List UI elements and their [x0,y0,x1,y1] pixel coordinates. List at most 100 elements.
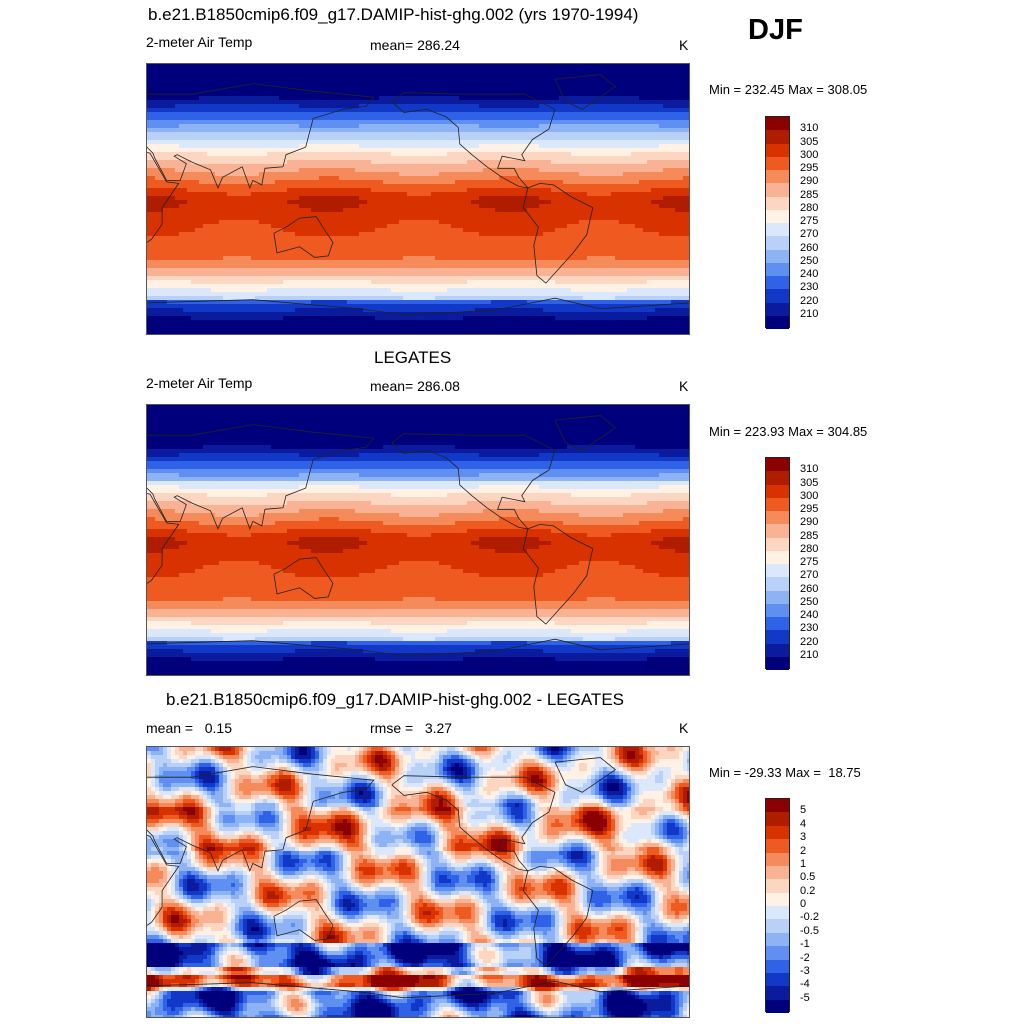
panel3-colorbar-tick-label: 1 [800,858,806,870]
panel2-colorbar-tick-label: 220 [800,636,818,648]
panel3-colorbar-swatch [766,999,789,1013]
panel3-colorbar-swatch [766,932,789,947]
panel1-mean-label: mean= 286.24 [370,37,460,53]
panel1-colorbar-swatch [766,223,789,237]
panel3-colorbar-swatch [766,972,789,987]
panel1-colorbar-tick-label: 220 [800,295,818,307]
panel3-colorbar-tick-label: 0.2 [800,885,815,897]
panel2-colorbar-tick-label: 270 [800,570,818,581]
panel3-colorbar-swatch [766,986,789,1000]
panel3-colorbar-swatch [766,946,789,960]
panel3-colorbar-swatch [766,799,789,813]
panel1-colorbar-tick-label: 290 [800,176,818,187]
panel1-colorbar-swatch [766,236,789,250]
panel2-colorbar-tick-label: 305 [800,477,818,489]
panel1-colorbar-tick-label: 230 [800,282,818,293]
panel2-colorbar-swatch [766,471,789,485]
panel1-variable-label: 2-meter Air Temp [146,34,252,50]
panel2-colorbar-tick-label: 250 [800,596,818,608]
panel2-colorbar-swatch [766,643,789,657]
panel1-colorbar-swatch [766,262,789,276]
panel1-colorbar-swatch [766,196,789,210]
season-label: DJF [748,14,803,47]
panel3-colorbar-tick-label: 0.5 [800,872,815,883]
panel2-colorbar-swatch [766,524,789,538]
panel3-colorbar-tick-label: -1 [800,939,810,950]
panel2-colorbar-swatch [766,630,789,644]
panel1-colorbar-tick-label: 305 [800,136,818,148]
panel2-colorbar-tick-label: 240 [800,610,818,621]
panel2-units-label: K [679,378,688,394]
panel1-colorbar-swatch [766,156,789,170]
panel3-colorbar-swatch [766,812,789,826]
panel3-colorbar-tick-label: 0 [800,899,806,910]
panel2-colorbar-swatch [766,537,789,551]
panel2-colorbar-swatch [766,550,789,564]
panel3-colorbar-swatch [766,839,789,853]
panel1-colorbar-swatch [766,183,789,197]
panel3-colorbar-swatch [766,959,789,973]
panel3-units-label: K [679,720,688,736]
panel2-colorbar-tick-label: 310 [800,464,818,475]
panel1-colorbar-tick-label: 300 [800,149,818,161]
panel3-colorbar-tick-label: 3 [800,832,806,843]
panel2-colorbar-swatch [766,458,789,472]
panel1-colorbar-swatch [766,249,789,263]
panel3-colorbar-tick-label: 2 [800,845,806,857]
panel3-colorbar-tick-label: -4 [800,979,810,990]
panel2-map [146,404,690,676]
panel3-minmax: Min = -29.33 Max = 18.75 [709,765,861,780]
panel1-colorbar-tick-label: 295 [800,163,818,174]
panel3-map [146,746,690,1018]
panel1-colorbar-tick-label: 210 [800,308,818,320]
panel1-colorbar-tick-label: 280 [800,202,818,214]
panel2-variable-label: 2-meter Air Temp [146,375,252,391]
panel2-colorbar-tick-label: 300 [800,490,818,502]
panel2-colorbar-tick-label: 280 [800,543,818,555]
panel3-colorbar [765,798,790,1013]
panel2-colorbar-tick-label: 285 [800,530,818,542]
panel1-units-label: K [679,37,688,53]
panel2-mean-label: mean= 286.08 [370,378,460,394]
panel2-minmax: Min = 223.93 Max = 304.85 [709,424,867,439]
panel3-rmse-label: rmse = 3.27 [370,720,452,736]
panel1-colorbar-swatch [766,143,789,157]
panel3-colorbar-tick-label: -3 [800,965,810,977]
panel3-colorbar-swatch [766,865,789,880]
panel2-colorbar-swatch [766,577,789,591]
panel3-colorbar-tick-label: -2 [800,952,810,964]
panel2-colorbar-swatch [766,590,789,604]
panel3-colorbar-tick-label: -5 [800,992,810,1004]
panel3-colorbar-tick-label: -0.2 [800,912,819,923]
panel1-colorbar-swatch [766,315,789,329]
panel1-colorbar-tick-label: 250 [800,255,818,267]
panel2-colorbar-tick-label: 260 [800,583,818,595]
panel1-colorbar [765,116,790,329]
panel1-colorbar-tick-label: 270 [800,229,818,240]
panel2-colorbar [765,457,790,670]
panel1-colorbar-tick-label: 260 [800,242,818,254]
panel2-colorbar-swatch [766,656,789,670]
panel1-colorbar-swatch [766,117,789,131]
panel3-mean-label: mean = 0.15 [146,720,232,736]
panel1-colorbar-tick-label: 285 [800,189,818,201]
panel3-colorbar-swatch [766,919,789,933]
panel2-colorbar-tick-label: 275 [800,557,818,568]
panel3-colorbar-tick-label: -0.5 [800,925,819,937]
panel2-title: LEGATES [374,348,451,368]
panel2-colorbar-swatch [766,511,789,525]
panel1-minmax: Min = 232.45 Max = 308.05 [709,82,867,97]
panel1-colorbar-swatch [766,209,789,223]
panel2-colorbar-tick-label: 210 [800,649,818,661]
panel1-map [146,63,690,335]
panel1-colorbar-tick-label: 240 [800,269,818,280]
panel1-colorbar-swatch [766,170,789,184]
panel2-colorbar-tick-label: 230 [800,623,818,634]
panel1-colorbar-tick-label: 310 [800,123,818,134]
panel3-colorbar-swatch [766,825,789,840]
panel3-colorbar-swatch [766,892,789,906]
panel3-colorbar-swatch [766,879,789,893]
panel2-colorbar-tick-label: 290 [800,517,818,528]
panel2-colorbar-tick-label: 295 [800,504,818,515]
panel1-colorbar-swatch [766,302,789,316]
